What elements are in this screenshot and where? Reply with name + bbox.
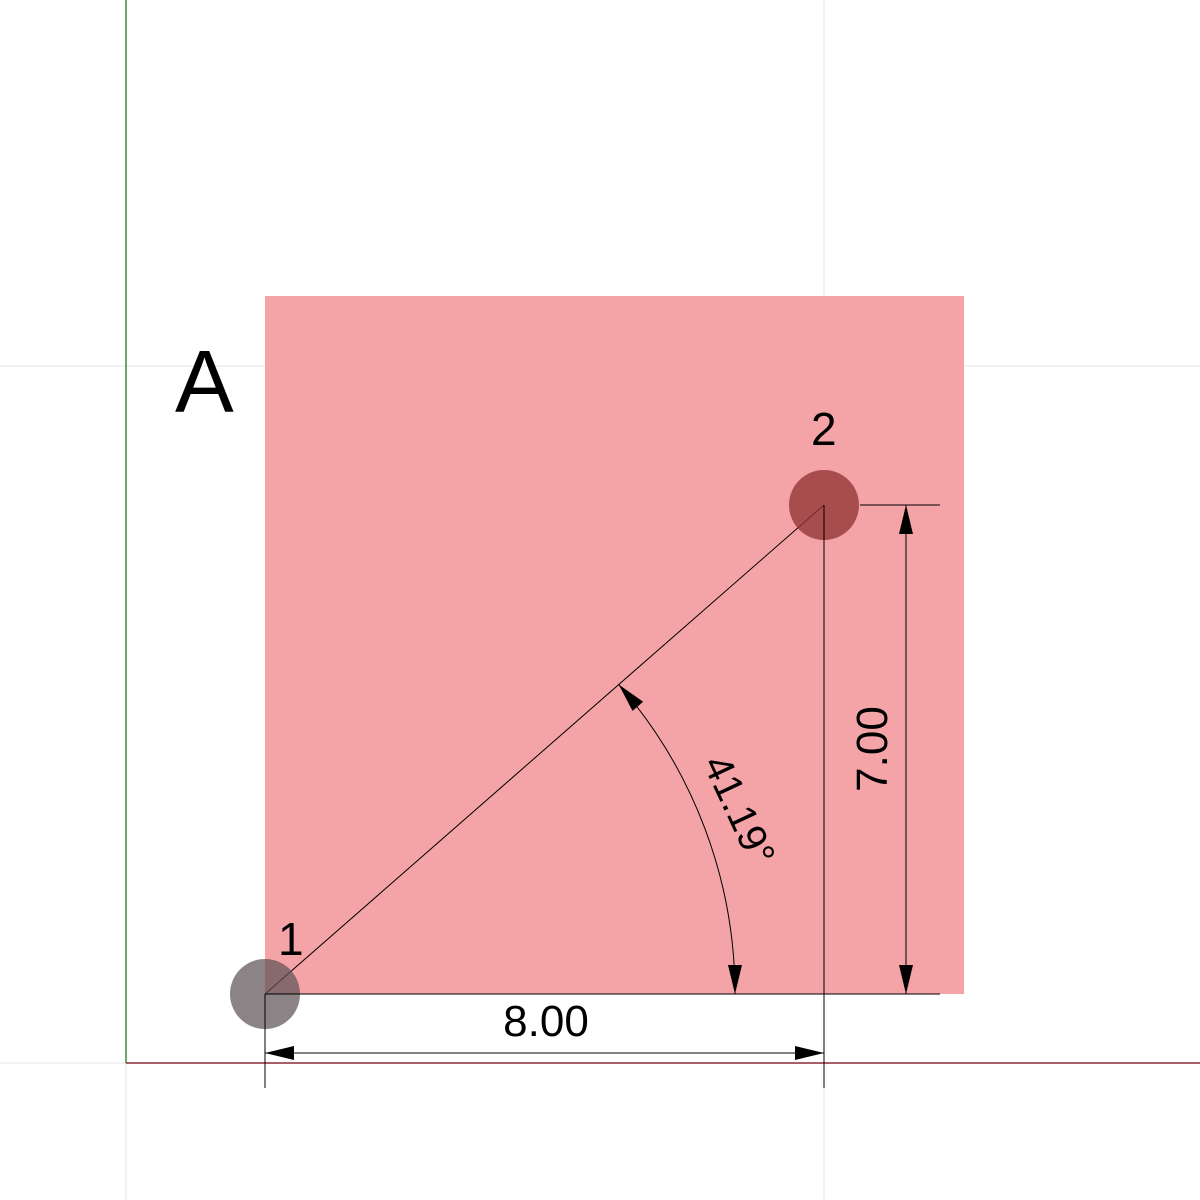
arrowhead xyxy=(728,965,742,994)
arrowhead xyxy=(618,684,644,711)
arrowhead xyxy=(899,965,913,994)
arrowhead xyxy=(795,1046,824,1060)
arrowhead xyxy=(899,505,913,534)
connecting-line xyxy=(264,504,825,995)
angle-arc xyxy=(618,684,736,995)
vertical-dimension-label: 7.00 xyxy=(848,706,897,792)
horizontal-dimension: 8.00 xyxy=(264,505,825,1088)
region-label: A xyxy=(175,332,234,431)
point-2-label: 2 xyxy=(811,403,837,455)
vertical-dimension: 7.00 xyxy=(265,504,940,995)
point-1-label: 1 xyxy=(278,913,304,965)
arrowhead xyxy=(265,1046,294,1060)
region-a xyxy=(265,296,964,994)
horizontal-dimension-label: 8.00 xyxy=(503,997,589,1046)
